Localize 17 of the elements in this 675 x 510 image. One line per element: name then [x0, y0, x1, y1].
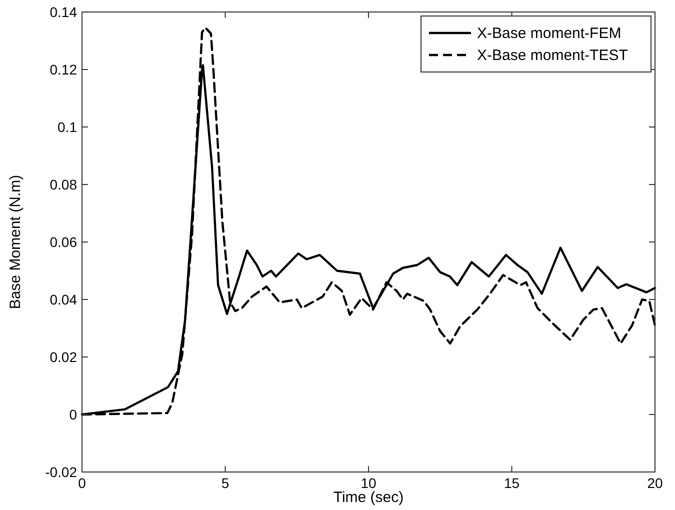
y-tick-label: 0.14 — [50, 4, 78, 20]
y-tick-label: 0.04 — [50, 292, 78, 308]
legend-label: X-Base moment-TEST — [477, 47, 628, 64]
y-tick-label: 0.12 — [50, 62, 78, 78]
y-tick-label: 0.06 — [50, 234, 78, 250]
legend-label: X-Base moment-FEM — [477, 25, 622, 42]
y-tick-label: -0.02 — [45, 464, 78, 480]
x-tick-label: 10 — [360, 475, 376, 491]
x-tick-label: 15 — [504, 475, 520, 491]
x-axis-title: Time (sec) — [333, 489, 404, 506]
y-tick-label: 0.02 — [50, 349, 78, 365]
x-tick-label: 20 — [647, 475, 663, 491]
x-tick-label: 5 — [221, 475, 230, 491]
y-tick-label: 0.08 — [50, 176, 78, 192]
y-tick-label: 0 — [69, 406, 78, 422]
y-tick-label: 0.1 — [58, 119, 78, 135]
y-axis-title: Base Moment (N.m) — [7, 174, 24, 310]
